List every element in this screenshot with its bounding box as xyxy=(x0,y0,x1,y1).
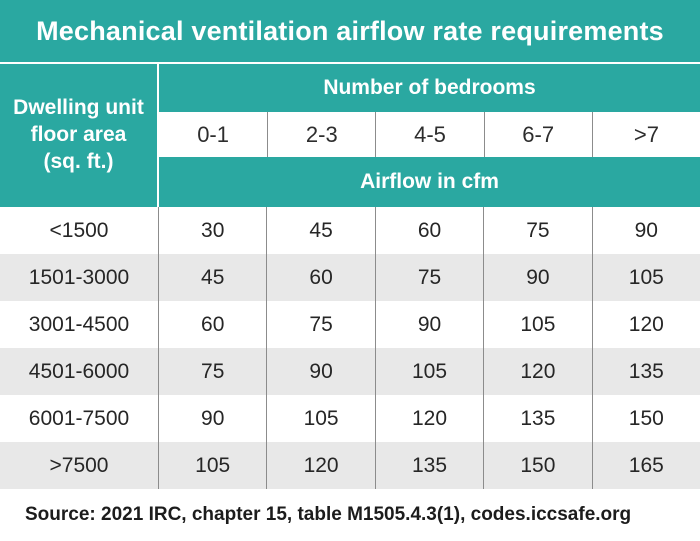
row-area-label: 3001-4500 xyxy=(28,312,130,336)
row-header-line-3: (sq. ft.) xyxy=(43,149,114,173)
airflow-value: 120 xyxy=(483,348,591,395)
column-header-gt7: >7 xyxy=(591,112,700,157)
airflow-value: 105 xyxy=(483,301,591,348)
airflow-value: 90 xyxy=(591,207,700,254)
table-row: <1500 30 45 60 75 90 xyxy=(0,207,700,254)
airflow-value: 120 xyxy=(591,301,700,348)
airflow-value: 60 xyxy=(158,301,266,348)
airflow-value: 60 xyxy=(266,254,374,301)
row-area-label: <1500 xyxy=(49,218,109,242)
airflow-value: 165 xyxy=(591,442,700,489)
airflow-value: 90 xyxy=(266,348,374,395)
row-area-label: 1501-3000 xyxy=(28,265,130,289)
row-area-label: 6001-7500 xyxy=(28,406,130,430)
airflow-value: 105 xyxy=(158,442,266,489)
row-header-line-1: Dwelling unit xyxy=(13,96,144,120)
airflow-value: 75 xyxy=(483,207,591,254)
airflow-unit-header: Airflow in cfm xyxy=(159,157,700,207)
row-header-title: Dwelling unit floor area (sq. ft.) xyxy=(0,64,159,207)
airflow-value: 90 xyxy=(483,254,591,301)
table-row: >7500 105 120 135 150 165 xyxy=(0,442,700,489)
bedroom-count-row: 0-1 2-3 4-5 6-7 >7 xyxy=(159,112,700,157)
row-area-label: 4501-6000 xyxy=(28,359,130,383)
airflow-value: 135 xyxy=(374,442,483,489)
airflow-value: 150 xyxy=(591,395,700,442)
bedrooms-group-header: Number of bedrooms xyxy=(159,64,700,112)
table-row: 3001-4500 60 75 90 105 120 xyxy=(0,301,700,348)
airflow-value: 45 xyxy=(266,207,374,254)
airflow-value: 150 xyxy=(483,442,591,489)
airflow-value: 30 xyxy=(158,207,266,254)
column-header-0-1: 0-1 xyxy=(197,121,229,147)
airflow-value: 120 xyxy=(266,442,374,489)
airflow-value: 90 xyxy=(374,301,483,348)
table-header: Dwelling unit floor area (sq. ft.) Numbe… xyxy=(0,64,700,207)
airflow-value: 75 xyxy=(266,301,374,348)
airflow-value: 75 xyxy=(374,254,483,301)
table-body: <1500 30 45 60 75 90 1501-3000 45 60 75 … xyxy=(0,207,700,489)
airflow-value: 75 xyxy=(158,348,266,395)
title-bar: Mechanical ventilation airflow rate requ… xyxy=(0,0,700,64)
airflow-value: 120 xyxy=(374,395,483,442)
column-header-group: Number of bedrooms 0-1 2-3 4-5 6-7 >7 Ai… xyxy=(159,64,700,207)
table-row: 4501-6000 75 90 105 120 135 xyxy=(0,348,700,395)
airflow-value: 135 xyxy=(483,395,591,442)
page-title: Mechanical ventilation airflow rate requ… xyxy=(36,15,664,46)
airflow-value: 105 xyxy=(374,348,483,395)
column-header-2-3: 2-3 xyxy=(267,112,375,157)
airflow-value: 105 xyxy=(266,395,374,442)
source-note: Source: 2021 IRC, chapter 15, table M150… xyxy=(0,489,700,541)
airflow-value: 60 xyxy=(374,207,483,254)
airflow-value: 105 xyxy=(591,254,700,301)
column-header-6-7: 6-7 xyxy=(483,112,592,157)
airflow-value: 90 xyxy=(158,395,266,442)
airflow-value: 135 xyxy=(591,348,700,395)
airflow-value: 45 xyxy=(158,254,266,301)
table-row: 1501-3000 45 60 75 90 105 xyxy=(0,254,700,301)
row-area-label: >7500 xyxy=(49,453,109,477)
row-header-line-2: floor area xyxy=(30,123,127,147)
column-header-4-5: 4-5 xyxy=(375,112,483,157)
table-row: 6001-7500 90 105 120 135 150 xyxy=(0,395,700,442)
